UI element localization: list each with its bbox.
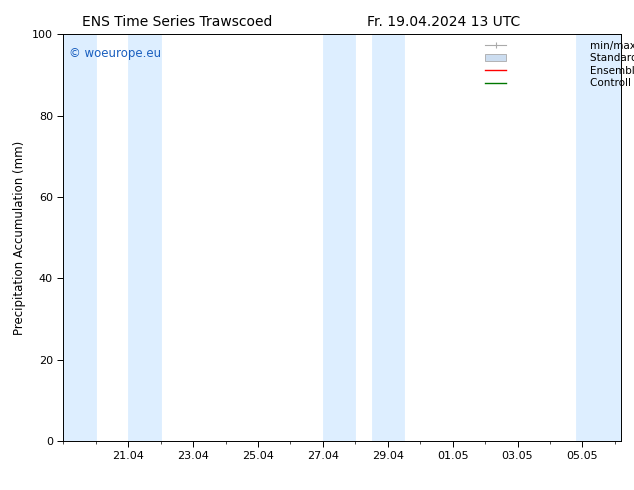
Text: ENS Time Series Trawscoed: ENS Time Series Trawscoed	[82, 15, 273, 29]
Bar	[372, 34, 404, 441]
Bar	[128, 34, 160, 441]
Text: Fr. 19.04.2024 13 UTC: Fr. 19.04.2024 13 UTC	[367, 15, 521, 29]
Bar	[63, 34, 96, 441]
Y-axis label: Precipitation Accumulation (mm): Precipitation Accumulation (mm)	[13, 141, 27, 335]
Text: © woeurope.eu: © woeurope.eu	[69, 47, 161, 59]
Bar	[323, 34, 355, 441]
Bar	[576, 34, 621, 441]
Legend: min/max, Standard deviation, Ensemble mean run, Controll run: min/max, Standard deviation, Ensemble me…	[481, 36, 619, 93]
